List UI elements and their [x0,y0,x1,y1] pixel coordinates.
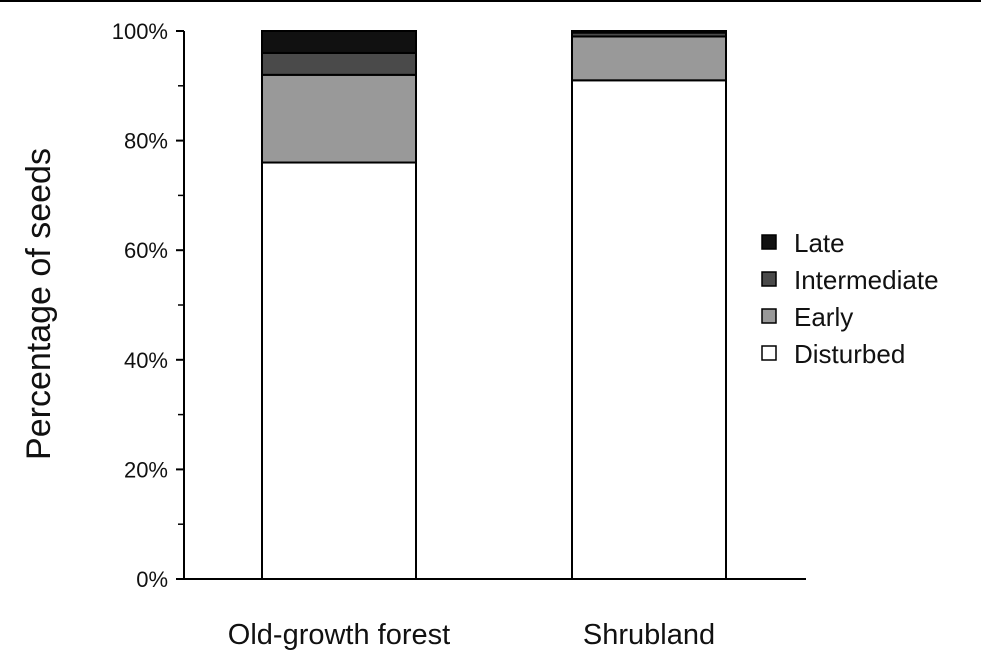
legend-swatch-intermediate [761,271,777,287]
legend: Late Intermediate Early Disturbed [761,228,939,369]
legend-label-disturbed: Disturbed [794,339,905,369]
legend-label-early: Early [794,302,853,332]
y-tick-label: 40% [124,348,168,373]
y-tick-label: 20% [124,457,168,482]
bar-segment-disturbed [571,79,727,580]
x-category-label: Old-growth forest [228,619,450,651]
y-axis-label: Percentage of seeds [20,148,58,460]
bar-segment-early [571,35,727,82]
plot-area: 0% 20% 40% 60% 80% 100% Old-growth forest Shrub… [112,19,806,651]
x-category-label: Shrubland [583,619,715,651]
y-tick-label: 60% [124,238,168,263]
bar-segment-late [261,30,417,54]
legend-swatch-disturbed [761,345,777,361]
y-tick-label: 0% [136,567,168,592]
bar-segment-late [571,30,727,34]
bar-segment-early [261,73,417,164]
legend-label-late: Late [794,228,845,258]
legend-label-intermediate: Intermediate [794,265,939,295]
y-tick-label: 80% [124,129,168,154]
legend-swatch-late [761,234,777,250]
bar-segment-disturbed [261,161,417,581]
legend-swatch-early [761,308,777,324]
y-tick-label: 100% [112,19,168,44]
bar-segment-intermediate [261,51,417,76]
